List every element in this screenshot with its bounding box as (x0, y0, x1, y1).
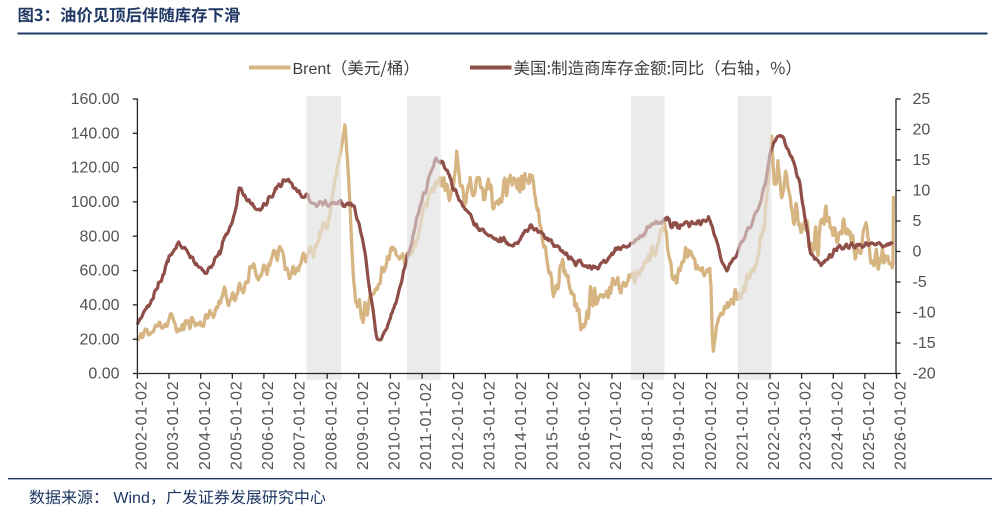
svg-text:40.00: 40.00 (79, 297, 119, 314)
svg-text:2014-01-02: 2014-01-02 (513, 381, 530, 470)
svg-text:2022-01-02: 2022-01-02 (766, 381, 783, 470)
svg-text:-10: -10 (913, 305, 936, 322)
svg-text:2026-01-02: 2026-01-02 (893, 381, 910, 470)
svg-text:-20: -20 (913, 366, 936, 383)
svg-text:2018-01-02: 2018-01-02 (640, 381, 657, 470)
svg-text:2016-01-02: 2016-01-02 (576, 381, 593, 470)
svg-text:100.00: 100.00 (71, 194, 120, 211)
svg-text:160.00: 160.00 (71, 91, 120, 108)
svg-text:2015-01-02: 2015-01-02 (545, 381, 562, 470)
svg-text:2004-01-02: 2004-01-02 (197, 381, 214, 470)
svg-text:-5: -5 (913, 274, 927, 291)
svg-text:80.00: 80.00 (79, 228, 119, 245)
svg-text:2017-01-02: 2017-01-02 (608, 381, 625, 470)
svg-text:Brent: Brent (293, 61, 332, 78)
svg-text:2024-01-02: 2024-01-02 (829, 381, 846, 470)
svg-text:120.00: 120.00 (71, 160, 120, 177)
svg-text:140.00: 140.00 (71, 125, 120, 142)
svg-text:2013-01-02: 2013-01-02 (481, 381, 498, 470)
svg-text:2020-01-02: 2020-01-02 (703, 381, 720, 470)
svg-text:10: 10 (913, 183, 931, 200)
svg-text:2023-01-02: 2023-01-02 (798, 381, 815, 470)
svg-text:0.00: 0.00 (88, 366, 119, 383)
svg-text:2002-01-02: 2002-01-02 (134, 381, 151, 470)
svg-text:2011-01-02: 2011-01-02 (418, 382, 435, 470)
svg-text:25: 25 (913, 91, 931, 108)
svg-text:2003-01-02: 2003-01-02 (165, 381, 182, 470)
svg-text:2010-01-02: 2010-01-02 (387, 381, 404, 470)
svg-text:2021-01-02: 2021-01-02 (735, 381, 752, 470)
svg-text:-15: -15 (913, 335, 936, 352)
svg-text:60.00: 60.00 (79, 263, 119, 280)
svg-text:2025-01-02: 2025-01-02 (861, 381, 878, 470)
svg-text:Wind: Wind (113, 490, 149, 507)
svg-text:2008-01-02: 2008-01-02 (323, 381, 340, 470)
svg-text:2007-01-02: 2007-01-02 (292, 381, 309, 470)
svg-text:2009-01-02: 2009-01-02 (355, 381, 372, 470)
svg-text:5: 5 (913, 213, 922, 230)
svg-text:20.00: 20.00 (79, 331, 119, 348)
svg-text:2012-01-02: 2012-01-02 (450, 381, 467, 470)
svg-text:15: 15 (913, 152, 931, 169)
svg-text:2005-01-02: 2005-01-02 (228, 381, 245, 470)
svg-text:0: 0 (913, 244, 922, 261)
svg-text:2019-01-02: 2019-01-02 (671, 381, 688, 470)
svg-text:2006-01-02: 2006-01-02 (260, 381, 277, 470)
svg-text:20: 20 (913, 122, 931, 139)
